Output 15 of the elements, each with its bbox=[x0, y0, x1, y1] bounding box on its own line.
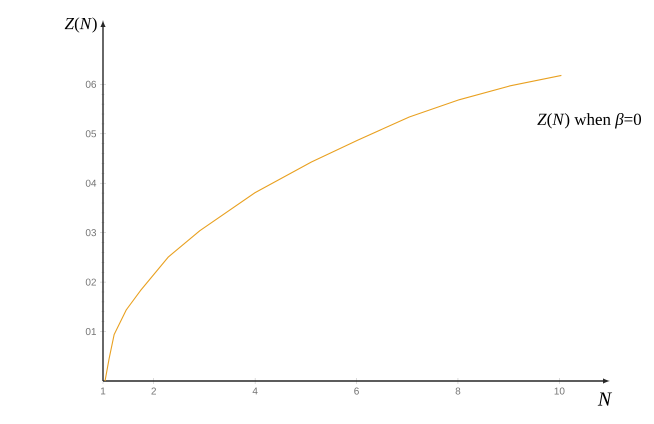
y-tick-label: 03 bbox=[86, 229, 96, 236]
y-tick-label: 05 bbox=[86, 130, 96, 138]
x-tick-label: 10 bbox=[554, 388, 565, 395]
y-tick-label: 06 bbox=[86, 80, 96, 88]
y-axis-title: Z(N) bbox=[64, 17, 97, 33]
x-tick-label: 2 bbox=[151, 388, 156, 394]
y-tick-label: 02 bbox=[86, 278, 96, 286]
y-tick-label: 01 bbox=[86, 328, 96, 336]
y-tick-label: 04 bbox=[86, 180, 96, 187]
x-tick-label: 4 bbox=[252, 388, 258, 394]
x-tick-label: 8 bbox=[456, 388, 460, 395]
series-label: Z(N) when β=0 bbox=[537, 112, 642, 128]
x-tick-label: 1 bbox=[100, 388, 106, 394]
x-axis-title: N bbox=[598, 392, 612, 406]
x-tick-label: 6 bbox=[354, 388, 359, 395]
